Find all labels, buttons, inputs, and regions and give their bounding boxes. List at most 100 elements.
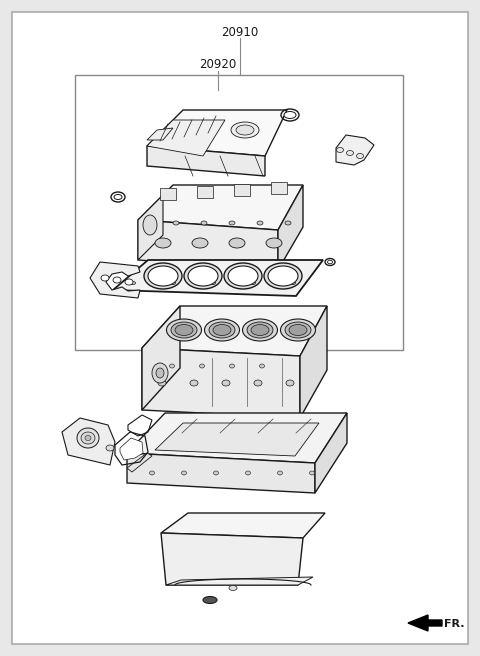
Polygon shape [147,128,173,140]
Polygon shape [315,413,347,493]
Text: FR.: FR. [444,619,465,629]
Ellipse shape [266,238,282,248]
Polygon shape [90,262,140,298]
Ellipse shape [145,221,151,225]
Ellipse shape [286,380,294,386]
Ellipse shape [156,368,164,378]
Ellipse shape [158,380,166,386]
Ellipse shape [285,322,311,338]
Ellipse shape [231,122,259,138]
Ellipse shape [285,221,291,225]
Polygon shape [166,577,313,585]
Ellipse shape [357,154,363,159]
Ellipse shape [229,364,235,368]
Polygon shape [142,306,180,410]
Ellipse shape [144,263,182,289]
Ellipse shape [167,319,202,341]
Ellipse shape [192,238,208,248]
Ellipse shape [169,364,175,368]
Polygon shape [62,418,115,465]
Ellipse shape [184,263,222,289]
Ellipse shape [289,325,307,335]
Ellipse shape [85,436,91,440]
Ellipse shape [181,471,187,475]
Ellipse shape [106,445,114,451]
Polygon shape [300,306,327,418]
Polygon shape [234,184,250,196]
Ellipse shape [257,221,263,225]
Polygon shape [161,513,325,538]
Ellipse shape [290,281,296,285]
Ellipse shape [149,471,155,475]
Ellipse shape [211,281,216,285]
Text: 20910: 20910 [221,26,259,39]
Ellipse shape [347,150,353,155]
Ellipse shape [260,364,264,368]
Polygon shape [138,185,303,230]
Ellipse shape [251,281,255,285]
Ellipse shape [268,266,298,286]
Ellipse shape [245,471,251,475]
Ellipse shape [204,319,240,341]
Ellipse shape [143,215,157,235]
Polygon shape [127,453,152,472]
Polygon shape [278,185,303,270]
Ellipse shape [284,112,296,119]
Ellipse shape [203,596,217,604]
Ellipse shape [188,266,218,286]
Ellipse shape [173,221,179,225]
Ellipse shape [114,194,122,199]
Ellipse shape [170,281,176,285]
Ellipse shape [336,148,344,152]
Polygon shape [147,146,265,176]
Ellipse shape [327,260,333,264]
Polygon shape [138,220,278,270]
Ellipse shape [229,586,237,590]
Polygon shape [147,120,225,156]
Ellipse shape [175,325,193,335]
Polygon shape [138,195,163,260]
Ellipse shape [131,281,135,285]
Polygon shape [197,186,213,198]
Ellipse shape [148,266,178,286]
Ellipse shape [222,380,230,386]
Polygon shape [113,260,323,296]
Polygon shape [161,533,303,585]
Ellipse shape [113,277,121,283]
Ellipse shape [310,471,314,475]
Text: 20920: 20920 [199,58,237,72]
Ellipse shape [247,322,273,338]
Ellipse shape [229,221,235,225]
Polygon shape [142,306,327,356]
Ellipse shape [264,263,302,289]
Ellipse shape [209,322,235,338]
Polygon shape [408,615,442,631]
Ellipse shape [155,238,171,248]
Ellipse shape [190,380,198,386]
Ellipse shape [228,266,258,286]
Polygon shape [127,413,347,463]
Ellipse shape [81,432,95,444]
Polygon shape [127,453,315,493]
Polygon shape [271,182,287,194]
Ellipse shape [280,319,315,341]
Bar [75,75,403,350]
Polygon shape [160,188,176,200]
Polygon shape [147,110,287,156]
Ellipse shape [224,263,262,289]
Ellipse shape [171,322,197,338]
Ellipse shape [229,238,245,248]
Ellipse shape [242,319,277,341]
Ellipse shape [214,471,218,475]
Ellipse shape [200,364,204,368]
Ellipse shape [152,363,168,383]
Ellipse shape [101,275,109,281]
Ellipse shape [213,325,231,335]
Ellipse shape [125,279,133,285]
Ellipse shape [201,221,207,225]
Ellipse shape [254,380,262,386]
Ellipse shape [77,428,99,448]
Ellipse shape [277,471,283,475]
Ellipse shape [251,325,269,335]
Polygon shape [142,348,300,418]
